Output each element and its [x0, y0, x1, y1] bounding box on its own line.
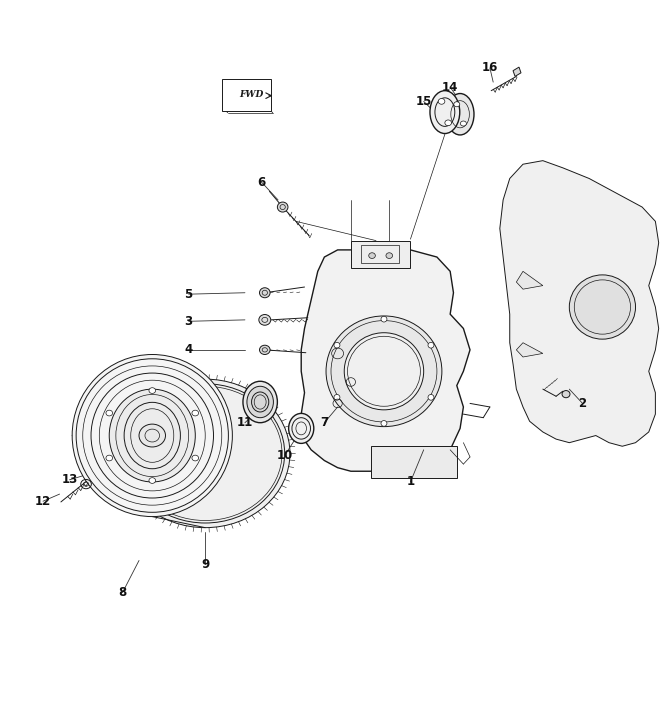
Ellipse shape [72, 355, 232, 517]
Polygon shape [513, 67, 521, 76]
Text: 8: 8 [118, 586, 126, 599]
Ellipse shape [334, 343, 340, 348]
Text: 1: 1 [406, 476, 414, 488]
Ellipse shape [460, 121, 466, 126]
Text: 10: 10 [277, 449, 293, 462]
Ellipse shape [445, 120, 451, 126]
Text: 15: 15 [416, 95, 432, 108]
Ellipse shape [259, 314, 271, 326]
Text: 9: 9 [201, 558, 209, 570]
Text: 2: 2 [579, 397, 587, 410]
Ellipse shape [334, 395, 340, 401]
Ellipse shape [386, 253, 393, 258]
Ellipse shape [430, 91, 459, 134]
Ellipse shape [326, 316, 442, 427]
Text: 14: 14 [442, 81, 458, 94]
Ellipse shape [428, 343, 434, 348]
Ellipse shape [428, 395, 434, 401]
Text: FWD: FWD [240, 90, 263, 99]
Ellipse shape [453, 102, 459, 107]
Ellipse shape [289, 413, 314, 443]
Polygon shape [516, 343, 543, 357]
Ellipse shape [446, 94, 474, 135]
FancyBboxPatch shape [371, 446, 457, 478]
Polygon shape [500, 161, 659, 446]
Ellipse shape [149, 478, 156, 483]
Polygon shape [301, 250, 470, 471]
Ellipse shape [569, 275, 636, 339]
Ellipse shape [120, 379, 290, 528]
Ellipse shape [381, 316, 387, 322]
Ellipse shape [106, 456, 113, 461]
FancyBboxPatch shape [222, 79, 271, 111]
Text: 11: 11 [237, 416, 253, 429]
Text: 7: 7 [320, 416, 328, 429]
Ellipse shape [192, 456, 199, 461]
Ellipse shape [277, 202, 288, 212]
Text: 16: 16 [482, 61, 498, 74]
Ellipse shape [260, 288, 270, 298]
Ellipse shape [381, 421, 387, 426]
Ellipse shape [109, 389, 195, 482]
Polygon shape [96, 459, 109, 471]
Ellipse shape [260, 346, 270, 355]
Text: 4: 4 [185, 343, 193, 356]
Ellipse shape [139, 424, 166, 447]
Text: 3: 3 [185, 315, 193, 328]
Text: 13: 13 [62, 473, 77, 486]
Text: 5: 5 [185, 288, 193, 301]
Ellipse shape [247, 386, 273, 418]
Text: 12: 12 [35, 495, 51, 508]
Ellipse shape [149, 388, 156, 393]
Ellipse shape [106, 410, 113, 416]
Text: 6: 6 [258, 176, 265, 188]
FancyBboxPatch shape [351, 241, 410, 268]
Ellipse shape [369, 253, 375, 258]
Ellipse shape [438, 99, 445, 104]
Ellipse shape [243, 381, 277, 423]
Ellipse shape [192, 410, 199, 416]
Ellipse shape [562, 391, 570, 398]
Ellipse shape [344, 333, 424, 410]
Polygon shape [516, 271, 543, 289]
